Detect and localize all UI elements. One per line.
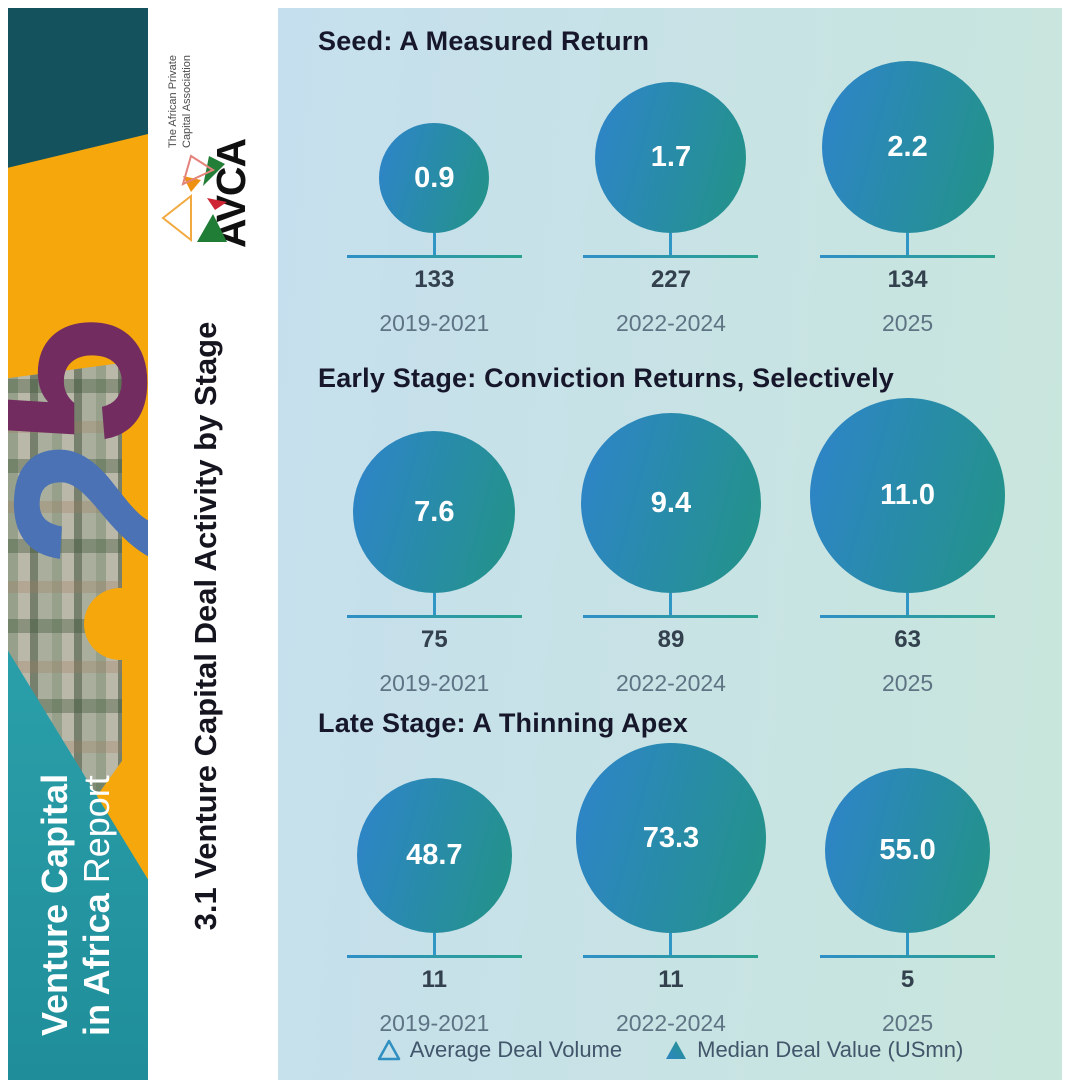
baseline — [820, 615, 996, 618]
early-col-2025: 11.0 63 2025 — [789, 398, 1026, 705]
late-volume-2025: 5 — [900, 966, 915, 993]
stem — [432, 933, 436, 955]
period-label: 2022-2024 — [615, 1010, 726, 1036]
avca-logo: AVCA The African Private Capital Associa… — [155, 38, 265, 248]
stem — [669, 933, 673, 955]
early-bubble-2019-2021: 7.6 — [353, 431, 516, 593]
stem — [669, 593, 673, 615]
period-label: 2025 — [882, 1010, 934, 1036]
early-volume-2025: 63 — [894, 626, 921, 653]
period-label: 2022-2024 — [615, 310, 726, 336]
late-col-2022-2024: 73.3 11 2022-2024 — [553, 743, 790, 1045]
avca-logo-mark: AVCA — [155, 139, 255, 248]
period-label: 2019-2021 — [379, 310, 490, 336]
late-volume-2022-2024: 11 — [658, 966, 684, 993]
baseline — [583, 955, 759, 958]
legend-median-deal-value: Median Deal Value (USmn) — [664, 1037, 963, 1063]
middle-margin-column: AVCA The African Private Capital Associa… — [148, 8, 278, 1080]
outline-triangle-icon — [377, 1039, 400, 1061]
early-volume-2019-2021: 75 — [420, 626, 448, 653]
late-stage-section: Late Stage: A Thinning Apex 48.7 11 2019… — [278, 690, 1062, 1036]
early-stage-section-title: Early Stage: Conviction Returns, Selecti… — [318, 363, 894, 393]
cover-orange-dot — [84, 588, 149, 660]
seed-bubble-2025: 2.2 — [821, 61, 994, 233]
late-col-2025: 55.0 5 2025 — [789, 743, 1026, 1045]
seed-volume-2019-2021: 133 — [414, 266, 455, 293]
baseline — [346, 255, 522, 258]
baseline — [583, 255, 759, 258]
period-label: 2019-2021 — [379, 670, 490, 696]
stem — [906, 593, 910, 615]
seed-volume-2022-2024: 227 — [650, 266, 691, 293]
late-bubble-2022-2024: 73.3 — [575, 743, 766, 933]
early-col-2019-2021: 7.6 75 2019-2021 — [316, 398, 553, 705]
early-stage-section: Early Stage: Conviction Returns, Selecti… — [278, 345, 1062, 696]
page-title: 3.1 Venture Capital Deal Activity by Sta… — [188, 321, 223, 931]
baseline — [346, 955, 522, 958]
early-bubble-2025: 11.0 — [810, 398, 1006, 593]
cover-year-digit-2: 2 — [8, 425, 149, 585]
stem — [669, 233, 673, 255]
seed-bubble-row: 0.9 133 2019-2021 1.7 227 2022-2024 2.2 … — [316, 61, 1026, 345]
late-bubble-row: 48.7 11 2019-2021 73.3 11 2022-2024 55.0… — [316, 743, 1026, 1045]
seed-col-2022-2024: 1.7 227 2022-2024 — [553, 61, 790, 345]
period-label: 2025 — [882, 670, 934, 696]
avca-tagline: The African Private Capital Association — [167, 55, 193, 148]
early-col-2022-2024: 9.4 89 2022-2024 — [553, 398, 790, 705]
avca-triangles-icon — [161, 154, 227, 243]
cover-dark-teal-shape — [8, 8, 149, 168]
seed-volume-2025: 134 — [887, 266, 928, 293]
early-bubble-2022-2024: 9.4 — [580, 413, 761, 593]
seed-col-2019-2021: 0.9 133 2019-2021 — [316, 61, 553, 345]
stem — [906, 933, 910, 955]
cover-title-line2: in AfricaReport — [76, 775, 118, 1036]
stem — [432, 233, 436, 255]
report-cover-sidebar: 5 2 Venture Capital in AfricaReport — [8, 8, 149, 1080]
stem — [432, 593, 436, 615]
baseline — [820, 255, 996, 258]
cover-title-line1: Venture Capital — [34, 773, 75, 1036]
report-cover-title: Venture Capital in AfricaReport — [34, 736, 122, 1036]
period-label: 2022-2024 — [615, 670, 726, 696]
seed-bubble-2022-2024: 1.7 — [595, 82, 747, 233]
filled-triangle-icon — [666, 1041, 687, 1059]
seed-section: Seed: A Measured Return 0.9 133 2019-202… — [278, 8, 1062, 345]
late-stage-section-title: Late Stage: A Thinning Apex — [318, 708, 688, 738]
seed-section-title: Seed: A Measured Return — [318, 26, 650, 56]
stem — [906, 233, 910, 255]
seed-bubble-2019-2021: 0.9 — [379, 123, 490, 233]
early-volume-2022-2024: 89 — [657, 626, 685, 653]
late-col-2019-2021: 48.7 11 2019-2021 — [316, 743, 553, 1045]
late-bubble-2025: 55.0 — [825, 768, 991, 933]
baseline — [583, 615, 759, 618]
seed-col-2025: 2.2 134 2025 — [789, 61, 1026, 345]
period-label: 2019-2021 — [379, 1010, 490, 1036]
late-bubble-2019-2021: 48.7 — [356, 778, 512, 933]
period-label: 2025 — [882, 310, 934, 336]
chart-legend: Average Deal Volume Median Deal Value (U… — [278, 1020, 1062, 1080]
early-bubble-row: 7.6 75 2019-2021 9.4 89 2022-2024 11.0 6… — [316, 398, 1026, 705]
baseline — [346, 615, 522, 618]
legend-average-deal-volume: Average Deal Volume — [377, 1037, 622, 1063]
late-volume-2019-2021: 11 — [421, 966, 447, 993]
baseline — [820, 955, 996, 958]
chart-panel: Seed: A Measured Return 0.9 133 2019-202… — [278, 8, 1062, 1080]
